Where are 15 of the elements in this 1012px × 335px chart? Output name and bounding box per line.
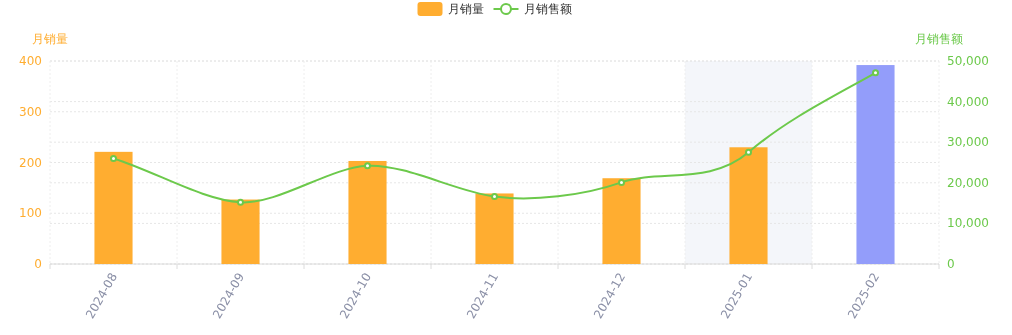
y2-tick-label: 30,000	[947, 135, 989, 150]
y-axis-title: 月销量	[32, 32, 68, 46]
y-tick-label: 100	[19, 206, 42, 221]
legend-label: 月销售额	[523, 2, 572, 16]
y-tick-label: 0	[34, 257, 42, 271]
y-tick-label: 200	[19, 155, 42, 170]
y2-tick-label: 50,000	[947, 54, 989, 68]
y2-tick-label: 20,000	[947, 175, 989, 190]
y2-tick-label: 40,000	[947, 94, 989, 109]
y-tick-label: 300	[19, 104, 42, 119]
y2-tick-label: 10,000	[947, 216, 989, 231]
legend-label: 月销量	[447, 2, 484, 16]
y2-tick-label: 0	[947, 257, 955, 271]
y2-axis-title: 月销售额	[915, 32, 963, 46]
y-tick-label: 400	[19, 54, 42, 68]
